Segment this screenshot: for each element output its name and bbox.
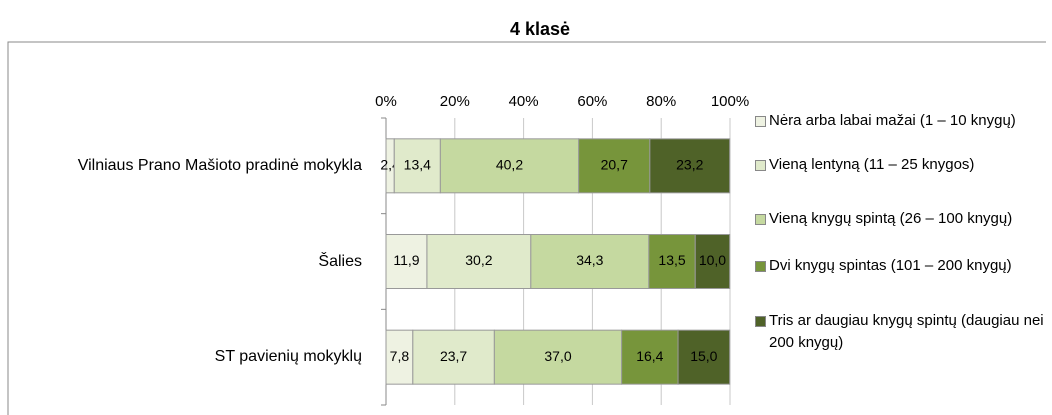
y-tick-label: ST pavienių mokyklų <box>214 348 362 366</box>
x-tick-label: 60% <box>577 93 607 110</box>
legend-entry: Dvi knygų spintas (101 – 200 knygų) <box>755 255 1049 277</box>
data-label: 23,2 <box>676 157 703 173</box>
legend-entry: Vieną knygų spintą (26 – 100 knygų) <box>755 208 1049 230</box>
bar-segment <box>412 329 495 385</box>
data-label: 30,2 <box>465 252 492 268</box>
bar-segment <box>649 138 731 194</box>
chart-title: 4 klasė <box>510 19 570 39</box>
y-tick-label: Vilniaus Prano Mašioto pradinė mokykla <box>77 156 362 174</box>
x-tick-label: 20% <box>440 93 470 110</box>
data-label: 15,0 <box>690 348 717 364</box>
bar-segment <box>621 329 679 385</box>
data-label: 11,9 <box>393 252 419 268</box>
x-tick-label: 40% <box>509 93 539 110</box>
data-label: 16,4 <box>636 348 663 364</box>
legend-entry: Vieną lentyną (11 – 25 knygos) <box>755 154 1049 176</box>
frame <box>7 41 1046 415</box>
bar-segment <box>385 234 428 289</box>
legend-swatch <box>755 316 766 327</box>
data-label: 37,0 <box>544 348 571 364</box>
bar-segment <box>677 329 731 385</box>
legend-swatch <box>755 261 766 272</box>
legend-swatch <box>755 160 766 171</box>
y-tick-label: Šalies <box>318 252 362 270</box>
x-tick-label: 100% <box>711 93 749 110</box>
legend-entry: Nėra arba labai mažai (1 – 10 knygų) <box>755 110 1049 132</box>
data-label: 20,7 <box>601 157 628 173</box>
bar-segment <box>530 234 650 289</box>
legend-swatch <box>755 214 766 225</box>
bar-segment <box>385 329 414 385</box>
data-label: 13,4 <box>404 157 431 173</box>
data-label: 40,2 <box>496 157 523 173</box>
data-label: 34,3 <box>576 252 603 268</box>
data-label: 23,7 <box>440 348 467 364</box>
bar-segment <box>426 234 532 289</box>
legend-swatch <box>755 116 766 127</box>
legend-entry: Tris ar daugiau knygų spintų (daugiau ne… <box>755 310 1049 354</box>
x-tick-label: 80% <box>646 93 676 110</box>
data-label: 7,8 <box>390 348 410 364</box>
data-label: 10,0 <box>699 252 726 268</box>
bar-segment <box>694 234 731 289</box>
bar-segment <box>493 329 623 385</box>
x-tick-label: 0% <box>375 93 397 110</box>
bar-segment <box>578 138 651 194</box>
data-label: 13,5 <box>658 252 685 268</box>
